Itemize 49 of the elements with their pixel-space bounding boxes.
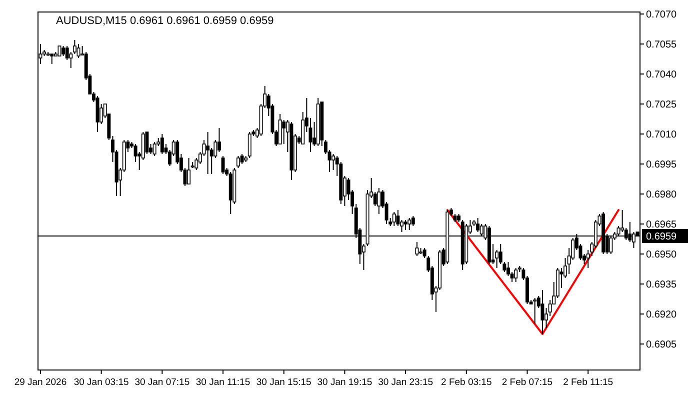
candlestick xyxy=(160,134,164,154)
x-tick-label: 2 Feb 03:15 xyxy=(441,377,492,388)
y-tick-label: 0.7025 xyxy=(646,100,678,110)
x-tick-label: 30 Jan 23:15 xyxy=(378,377,434,388)
candlestick xyxy=(62,46,66,56)
candlestick xyxy=(392,212,396,226)
y-tick-label: 0.6935 xyxy=(646,280,678,290)
x-tick-label: 30 Jan 11:15 xyxy=(196,377,250,388)
candlestick xyxy=(408,218,412,230)
x-tick-label: 2 Feb 11:15 xyxy=(563,377,614,388)
x-tick-label: 30 Jan 07:15 xyxy=(134,377,190,388)
candlestick xyxy=(152,142,156,156)
candlestick xyxy=(206,132,210,174)
candlestick xyxy=(514,268,518,282)
candlestick xyxy=(540,290,544,334)
candlestick xyxy=(58,46,62,56)
y-tick-label: 0.7010 xyxy=(646,130,678,140)
y-tick-label: 0.6950 xyxy=(646,250,678,260)
x-tick-label: 2 Feb 07:15 xyxy=(502,377,553,388)
x-tick-label: 30 Jan 03:15 xyxy=(74,377,129,388)
chart-title: AUDUSD,M15 0.6961 0.6961 0.6959 0.6959 xyxy=(56,15,274,27)
candlestick xyxy=(248,132,252,158)
candlestick xyxy=(76,44,80,58)
candlestick xyxy=(240,154,244,164)
candlestick xyxy=(50,54,54,64)
x-tick-label: 29 Jan 2026 xyxy=(14,377,67,388)
y-tick-label: 0.6905 xyxy=(646,340,678,350)
x-tick-label: 30 Jan 19:15 xyxy=(317,377,372,388)
candlestick xyxy=(282,120,286,144)
candlestick xyxy=(278,114,282,144)
y-tick-label: 0.6980 xyxy=(646,190,678,200)
candlestick xyxy=(236,156,240,168)
y-tick-label: 0.7055 xyxy=(646,40,678,50)
candlestick xyxy=(187,158,191,184)
y-tick-label: 0.7070 xyxy=(646,10,678,20)
y-tick-label: 0.6965 xyxy=(646,220,678,230)
y-tick-label: 0.6920 xyxy=(646,310,678,320)
candlestick xyxy=(533,298,537,324)
candlestick xyxy=(217,128,221,152)
x-tick-label: 30 Jan 15:15 xyxy=(256,377,312,388)
candlestick xyxy=(411,216,415,226)
candlestick xyxy=(404,220,408,230)
ref-line-label: 0.6959 xyxy=(646,232,678,242)
y-tick-label: 0.7040 xyxy=(646,70,678,80)
candlestick xyxy=(377,188,381,214)
candlestick xyxy=(510,272,514,282)
candlestick xyxy=(476,218,480,232)
candlestick xyxy=(415,242,419,256)
y-tick-label: 0.6995 xyxy=(646,160,678,170)
